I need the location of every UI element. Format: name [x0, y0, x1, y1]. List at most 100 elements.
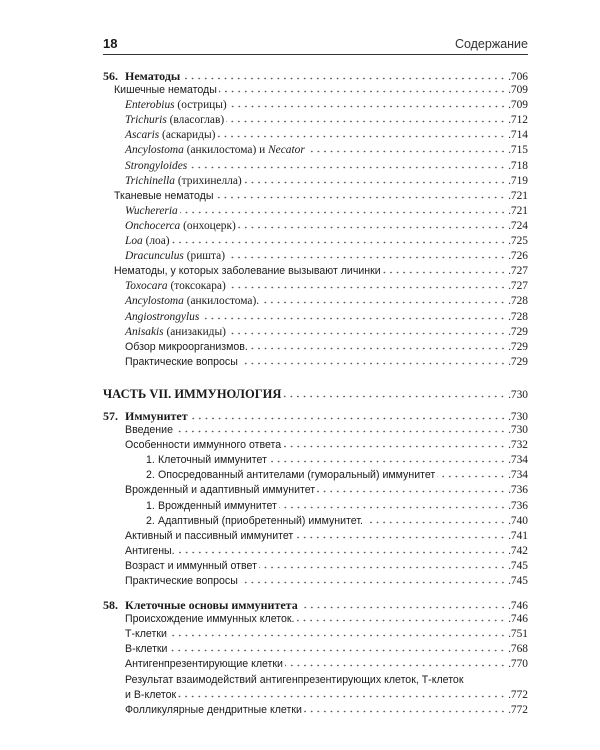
toc-entry-title: 56. Нематоды	[103, 69, 180, 84]
toc-entry-text: (анизакиды)	[163, 325, 226, 338]
toc-entry[interactable]: Происхождение иммунных клеток. .746	[103, 613, 528, 628]
dot-leader	[227, 251, 507, 260]
toc-entry-number: 1.	[146, 499, 155, 512]
toc-page-number: .724	[508, 219, 528, 232]
toc-page-number: .719	[508, 174, 528, 187]
toc-entry-title: Антигенпрезентирующие клетки	[125, 658, 283, 670]
toc-entry[interactable]: Особенности иммунного ответа .732	[103, 439, 528, 454]
toc-entry-title: Trichinella (трихинелла)	[125, 175, 242, 187]
dot-leader	[295, 530, 507, 539]
toc-entry[interactable]: Ancylostoma (анкилостома). .728	[103, 295, 528, 310]
toc-entry-text: (аскариды)	[159, 129, 216, 142]
toc-entry[interactable]: В-клетки .768	[103, 643, 528, 658]
toc-entry[interactable]: Enterobius (острицы) .709	[103, 99, 528, 114]
toc-entry-title: Обзор микроорганизмов.	[125, 341, 248, 353]
toc-entry[interactable]: Wuchereria .721	[103, 205, 528, 220]
toc-entry-text: Клеточные основы иммунитета	[125, 598, 298, 613]
toc-entry[interactable]: Активный и пассивный иммунитет .741	[103, 530, 528, 545]
toc-entry-text: Адаптивный (приобретенный) иммунитет.	[158, 514, 363, 527]
toc-chapter[interactable]: 58. Клеточные основы иммунитета .746	[103, 598, 528, 613]
toc-page-number: .741	[508, 529, 528, 542]
dot-leader	[268, 455, 507, 464]
toc-chapter[interactable]: 57. Иммунитет .730	[103, 409, 528, 424]
toc-page-number: .728	[508, 310, 528, 323]
toc-entry[interactable]: Фолликулярные дендритные клетки .772	[103, 704, 528, 719]
toc-entry[interactable]: Toxocara (токсокара) .727	[103, 280, 528, 295]
toc-entry[interactable]: Врожденный и адаптивный иммунитет .736	[103, 484, 528, 499]
toc-entry[interactable]: Т-клетки .751	[103, 628, 528, 643]
toc-entry[interactable]: Trichuris (власоглав) .712	[103, 114, 528, 129]
toc-entry[interactable]: Введение .730	[103, 424, 528, 439]
toc-entry-text: Т-клетки	[125, 628, 167, 641]
toc-entry[interactable]: 1. Клеточный иммунитет .734	[103, 454, 528, 469]
toc-entry[interactable]: Dracunculus (ришта) .726	[103, 250, 528, 265]
toc-entry[interactable]: Возраст и иммунный ответ .745	[103, 560, 528, 575]
toc-entry-text: (ришта)	[183, 250, 226, 263]
toc-entry[interactable]: Практические вопросы .729	[103, 356, 528, 371]
toc-entry[interactable]: Angiostrongylus .728	[103, 311, 528, 326]
toc-entry-number: 1.	[146, 454, 155, 467]
toc-entry[interactable]: Ascaris (аскариды) .714	[103, 129, 528, 144]
toc-entry-title: Тканевые нематоды	[114, 190, 213, 202]
toc-entry-text: (острицы)	[174, 99, 227, 112]
toc-entry[interactable]: и В-клеток .772	[103, 689, 528, 704]
toc-entry[interactable]: Strongyloides .718	[103, 160, 528, 175]
toc-entry-text: Активный и пассивный иммунитет	[125, 529, 294, 542]
toc-entry[interactable]: 2. Адаптивный (приобретенный) иммунитет..…	[103, 515, 528, 530]
toc-entry[interactable]: Антигенпрезентирующие клетки .770	[103, 658, 528, 673]
dot-leader	[171, 236, 507, 245]
toc-entry-text: Опосредованный антителами (гуморальный) …	[158, 469, 436, 482]
toc-entry-title: Ancylostoma (анкилостома).	[125, 295, 259, 307]
latin-genus-name: Enterobius	[125, 99, 175, 112]
toc-entry[interactable]: Ancylostoma (анкилостома) и Necator .715	[103, 144, 528, 159]
toc-page-number: .772	[508, 703, 528, 716]
dot-leader	[228, 100, 507, 109]
toc-page-number: .729	[508, 325, 528, 338]
toc-part-heading[interactable]: ЧАСТЬ VII. ИММУНОЛОГИЯ .730	[103, 387, 528, 402]
toc-entry-title: Происхождение иммунных клеток.	[125, 613, 294, 625]
toc-entry-title: Ancylostoma (анкилостома) и Necator	[125, 144, 305, 156]
toc-entry-title: Dracunculus (ришта)	[125, 250, 225, 262]
toc-page-number: .706	[508, 71, 528, 83]
latin-genus-name: Anisakis	[125, 325, 164, 338]
toc-entry[interactable]: Антигены. .742	[103, 545, 528, 560]
toc-entry[interactable]: Onchocerca (онхоцерк) .724	[103, 220, 528, 235]
latin-genus-name: Ancylostoma	[125, 144, 184, 157]
toc-page-number: .729	[508, 355, 528, 368]
toc-page-number: .730	[508, 410, 528, 423]
toc-entry-title: Ascaris (аскариды)	[125, 129, 215, 141]
toc-entry-text: Тканевые нематоды	[114, 189, 214, 202]
toc-page-number: .709	[508, 84, 528, 97]
toc-entry[interactable]: 1. Врожденный иммунитет .736	[103, 500, 528, 515]
toc-entry[interactable]: Практические вопросы .745	[103, 575, 528, 590]
toc-entry[interactable]: Anisakis (анизакиды) .729	[103, 326, 528, 341]
toc-entry-title: Активный и пассивный иммунитет	[125, 530, 293, 542]
toc-entry[interactable]: 2. Опосредованный антителами (гуморальный…	[103, 469, 528, 484]
toc-entry-text: Нематоды, у которых заболевание вызывают…	[114, 265, 381, 278]
toc-page-number: .725	[508, 235, 528, 248]
toc-entry-title: Toxocara (токсокара)	[125, 280, 226, 292]
toc-entry[interactable]: Нематоды, у которых заболевание вызывают…	[103, 265, 528, 280]
toc-entry[interactable]: Кишечные нематоды .709	[103, 84, 528, 99]
toc-entry-text: (власоглав)	[166, 114, 225, 127]
toc-entry-text: Практические вопросы	[125, 355, 238, 368]
toc-entry[interactable]: Обзор микроорганизмов. .729	[103, 341, 528, 356]
toc-page-number: .730	[508, 388, 528, 401]
toc-chapter[interactable]: 56. Нематоды .706	[103, 69, 528, 84]
toc-entry[interactable]: Trichinella (трихинелла) .719	[103, 175, 528, 190]
toc-entry-text: Введение	[125, 424, 173, 437]
toc-entry-text: Нематоды	[125, 69, 181, 83]
toc-entry[interactable]: Loa (лоа) .725	[103, 235, 528, 250]
toc-entry-text: Особенности иммунного ответа	[125, 439, 282, 452]
dot-leader	[227, 326, 507, 335]
toc-entry-number: 58.	[103, 598, 118, 613]
toc-entry-text: Антигенпрезентирующие клетки	[125, 658, 283, 671]
toc-entry[interactable]: Тканевые нематоды .721	[103, 190, 528, 205]
toc-entry[interactable]: Результат взаимодействий антигенпрезенти…	[103, 674, 528, 689]
toc-page-number: .728	[508, 295, 528, 308]
dot-leader	[258, 560, 507, 569]
latin-genus-name: Wuchereria	[125, 204, 178, 217]
running-title: Содержание	[454, 37, 528, 51]
toc-entry-text: и В-клеток	[125, 688, 177, 701]
toc-entry-title: ЧАСТЬ VII. ИММУНОЛОГИЯ	[103, 387, 281, 402]
